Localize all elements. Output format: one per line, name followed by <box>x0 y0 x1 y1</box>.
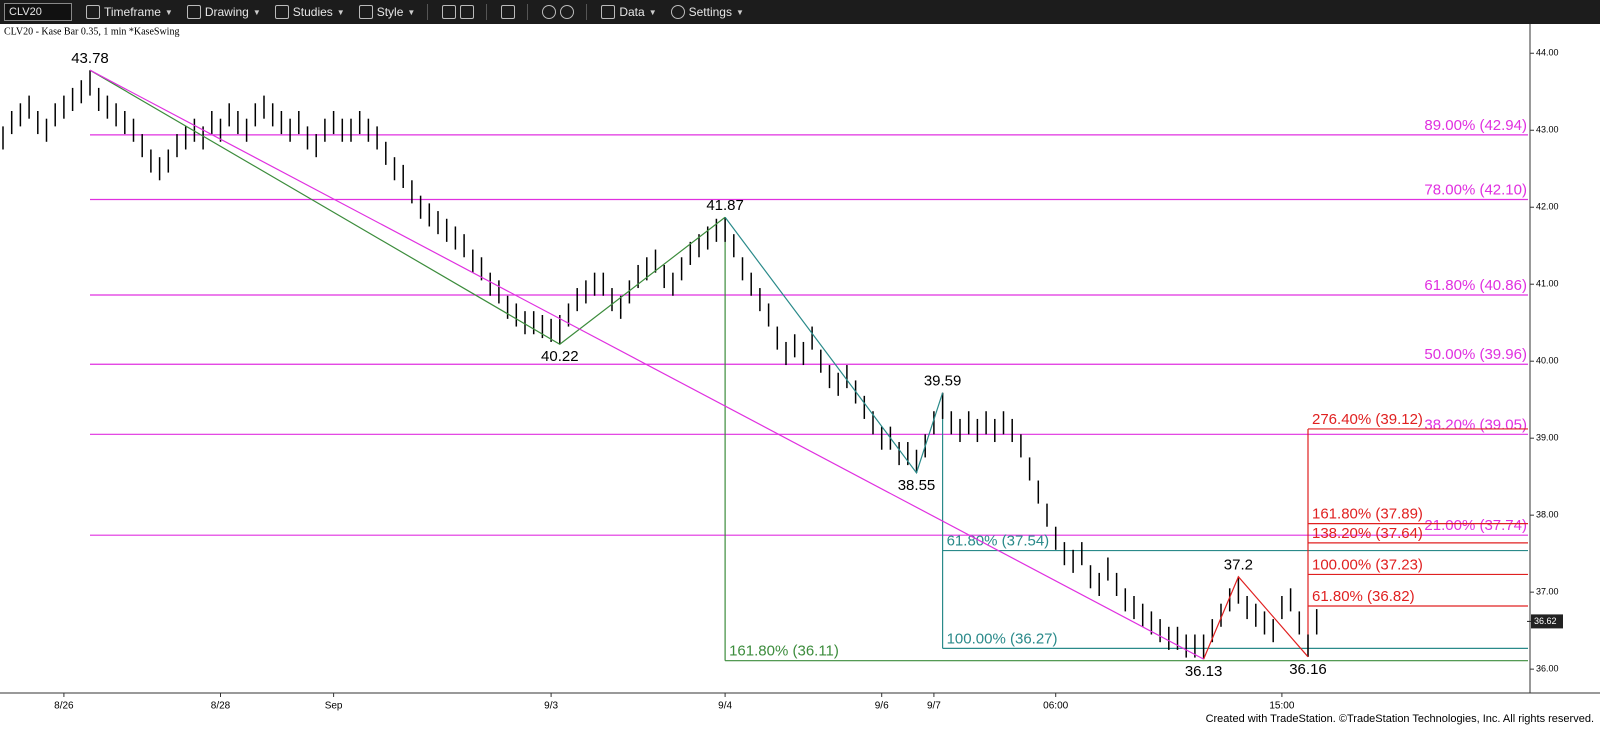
y-tick-label: 43.00 <box>1536 125 1559 135</box>
toolbar-item[interactable]: Settings ▼ <box>670 5 744 19</box>
swing-line <box>89 69 726 345</box>
toolbar: CLV20 Timeframe ▼ Drawing ▼ Studies ▼ Style… <box>0 0 1600 24</box>
swing-label: 38.55 <box>898 477 936 494</box>
swing-label: 36.16 <box>1289 661 1327 678</box>
toolbar-label: Style <box>376 5 404 19</box>
swing-label: 40.22 <box>541 348 579 365</box>
x-tick-label: Sep <box>325 701 343 712</box>
toolbar-icon[interactable] <box>442 5 475 19</box>
swing-label: 43.78 <box>71 50 109 67</box>
swing-line <box>724 216 944 475</box>
icon <box>442 5 457 19</box>
icon <box>501 5 516 19</box>
toolbar-label: Drawing <box>204 5 249 19</box>
icon <box>542 5 557 19</box>
y-tick-label: 38.00 <box>1536 510 1559 520</box>
x-tick-label: 8/28 <box>211 701 231 712</box>
caret: ▼ <box>164 7 173 17</box>
fib-label: 21.00% (37.74) <box>1424 517 1527 534</box>
swing-label: 36.13 <box>1185 663 1223 680</box>
icon <box>460 5 475 19</box>
fib-label: 100.00% (36.27) <box>947 630 1058 647</box>
x-tick-label: 8/26 <box>54 701 74 712</box>
y-tick-label: 40.00 <box>1536 356 1559 366</box>
icon <box>560 5 575 19</box>
x-tick-label: 06:00 <box>1043 701 1068 712</box>
toolbar-label: Settings <box>688 5 732 19</box>
footer: Created with TradeStation. ©TradeStation… <box>1206 713 1594 725</box>
fib-label: 61.80% (36.82) <box>1312 588 1415 605</box>
separator <box>486 4 488 20</box>
x-tick-label: 9/3 <box>544 701 558 712</box>
fib-label: 50.00% (39.96) <box>1424 346 1527 363</box>
swing-line <box>89 69 1204 660</box>
y-tick-label: 36.00 <box>1536 664 1559 674</box>
caret: ▼ <box>407 7 416 17</box>
toolbar-item[interactable]: Style ▼ <box>358 5 416 19</box>
last-price-box <box>1531 614 1563 629</box>
fib-label: 276.40% (39.12) <box>1312 411 1423 428</box>
toolbar-icon[interactable] <box>542 5 575 19</box>
chart-subtitle: CLV20 - Kase Bar 0.35, 1 min *KaseSwing <box>4 26 179 37</box>
y-tick-label: 41.00 <box>1536 279 1559 289</box>
last-price-label: 36.62 <box>1534 616 1557 626</box>
x-tick-label: 9/6 <box>875 701 889 712</box>
separator <box>427 4 429 20</box>
toolbar-icon[interactable] <box>501 5 516 19</box>
toolbar-label: Studies <box>292 5 333 19</box>
x-tick-label: 15:00 <box>1269 701 1294 712</box>
x-tick-label: 9/7 <box>927 701 941 712</box>
caret: ▼ <box>735 7 744 17</box>
x-tick-label: 9/4 <box>718 701 732 712</box>
icon <box>274 5 289 19</box>
caret: ▼ <box>648 7 657 17</box>
symbol-box[interactable]: CLV20 <box>4 3 72 21</box>
icon <box>358 5 373 19</box>
toolbar-item[interactable]: Studies ▼ <box>274 5 345 19</box>
swing-label: 41.87 <box>706 197 744 214</box>
fib-label: 161.80% (37.89) <box>1312 506 1423 523</box>
toolbar-label: Data <box>619 5 645 19</box>
icon <box>601 5 616 19</box>
toolbar-label: Timeframe <box>104 5 161 19</box>
swing-line <box>1203 575 1309 660</box>
icon <box>86 5 100 19</box>
separator <box>586 4 588 20</box>
fib-label: 78.00% (42.10) <box>1424 181 1527 198</box>
fib-label: 138.20% (37.64) <box>1312 525 1423 542</box>
y-tick-label: 37.00 <box>1536 587 1559 597</box>
toolbar-item[interactable]: Data ▼ <box>601 5 657 19</box>
fib-label: 61.80% (40.86) <box>1424 277 1527 294</box>
separator <box>527 4 529 20</box>
swing-label: 37.2 <box>1224 557 1253 574</box>
fib-label: 61.80% (37.54) <box>947 533 1050 550</box>
icon <box>670 5 685 19</box>
caret: ▼ <box>336 7 345 17</box>
caret: ▼ <box>252 7 261 17</box>
icon <box>186 5 201 19</box>
y-tick-label: 44.00 <box>1536 48 1559 58</box>
fib-label: 38.20% (39.05) <box>1424 416 1527 433</box>
fib-label: 100.00% (37.23) <box>1312 556 1423 573</box>
swing-label: 39.59 <box>924 373 962 390</box>
fib-label: 161.80% (36.11) <box>729 643 839 660</box>
toolbar-item[interactable]: Timeframe ▼ <box>86 5 173 19</box>
y-tick-label: 42.00 <box>1536 202 1559 212</box>
y-tick-label: 39.00 <box>1536 433 1559 443</box>
fib-label: 89.00% (42.94) <box>1424 117 1527 134</box>
toolbar-item[interactable]: Drawing ▼ <box>186 5 261 19</box>
plot-background <box>0 24 1600 741</box>
